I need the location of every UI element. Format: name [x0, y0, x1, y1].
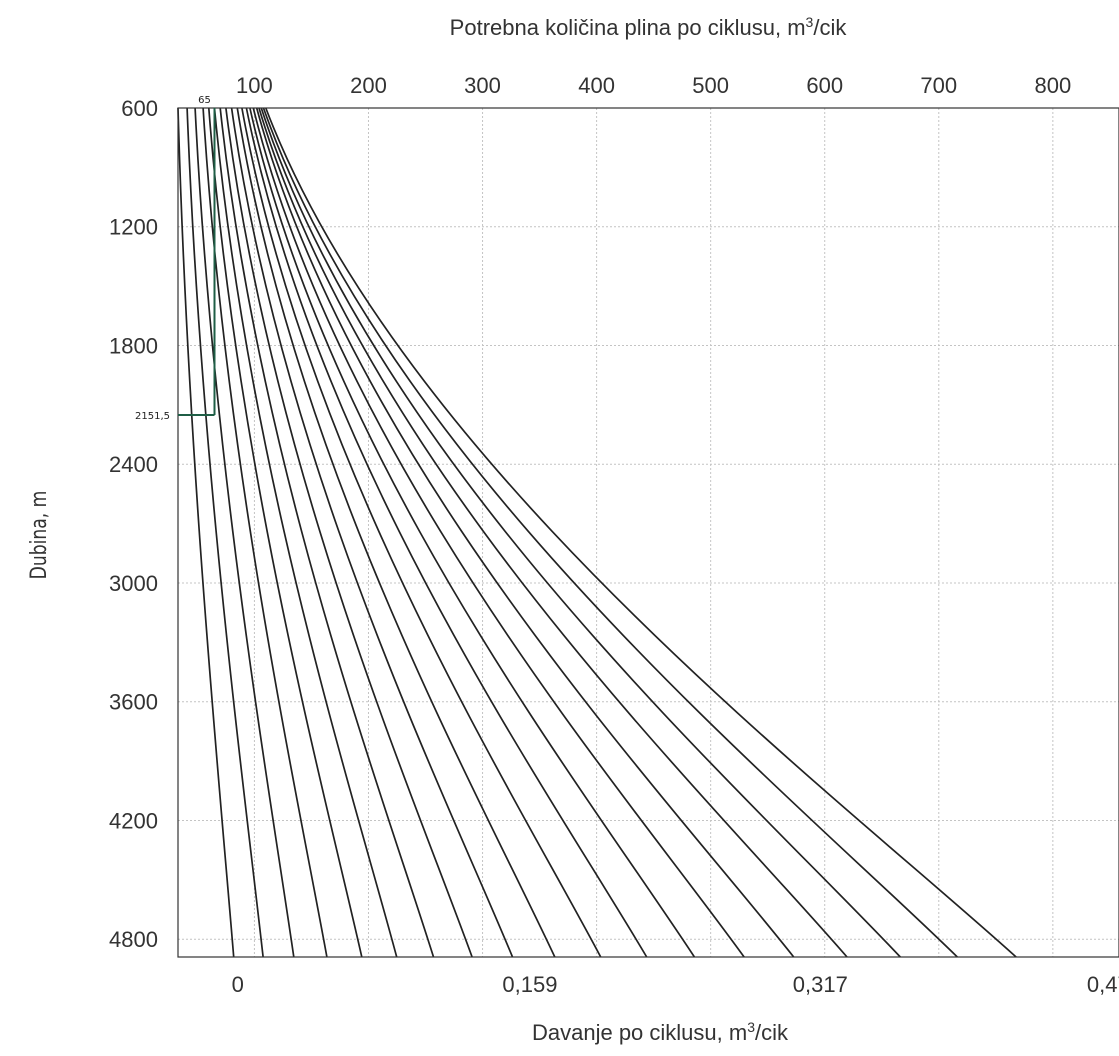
series-curve-12 [245, 107, 648, 958]
top-tick-label: 600 [806, 73, 843, 98]
y-tick-label: 1200 [109, 215, 158, 240]
y-tick-label: 600 [121, 96, 158, 121]
y-tick-label: 4800 [109, 927, 158, 952]
bottom-axis-title: Davanje po ciklusu, m3/cik [532, 1019, 789, 1045]
series-curve-16 [258, 107, 848, 958]
grid [178, 108, 1119, 957]
top-tick-label: 300 [464, 73, 501, 98]
y-tick-label: 1800 [109, 333, 158, 358]
series-curve-15 [255, 107, 795, 958]
series-curve-14 [252, 107, 745, 958]
series-curve-11 [241, 107, 602, 958]
series-curve-10 [236, 107, 556, 958]
bottom-tick-label: 0,317 [793, 972, 848, 997]
top-tick-label: 400 [578, 73, 615, 98]
plot-frame [177, 107, 1119, 958]
series-curve-5 [207, 107, 363, 958]
top-tick-label: 500 [692, 73, 729, 98]
curves [177, 107, 1017, 958]
top-tick-label: 800 [1034, 73, 1071, 98]
y-tick-label: 2400 [109, 452, 158, 477]
series-curve-13 [249, 107, 696, 958]
series-curve-3 [194, 107, 295, 958]
y-tick-label: 4200 [109, 808, 158, 833]
series-curve-2 [186, 107, 264, 958]
top-tick-label: 700 [920, 73, 957, 98]
series-curve-6 [213, 107, 398, 958]
series-curve-19 [265, 107, 1017, 958]
series-curve-4 [202, 107, 328, 958]
bottom-tick-label: 0,159 [502, 972, 557, 997]
series-curve-9 [230, 107, 514, 958]
y-tick-label: 3600 [109, 690, 158, 715]
marker-y-annotation: 2151,5 [135, 411, 170, 422]
series-curve-8 [225, 107, 473, 958]
labels: 100 200 300 400 500 600 700 800 600 1200 1800 2400 3… [109, 73, 1119, 997]
marker-lines [178, 108, 216, 417]
series-curve-1 [177, 107, 235, 958]
series-curve-18 [262, 107, 958, 958]
y-axis-title: Dubina, m [26, 491, 52, 580]
marker-x-annotation: 65 [198, 95, 211, 106]
bottom-tick-label: 0,477 [1087, 972, 1119, 997]
series-curve-17 [260, 107, 901, 958]
series-curve-7 [219, 107, 435, 958]
top-axis-title: Potrebna količina plina po ciklusu, m3/c… [450, 14, 848, 40]
top-tick-label: 100 [236, 73, 273, 98]
y-tick-label: 3000 [109, 571, 158, 596]
bottom-tick-label: 0 [232, 972, 244, 997]
top-tick-label: 200 [350, 73, 387, 98]
